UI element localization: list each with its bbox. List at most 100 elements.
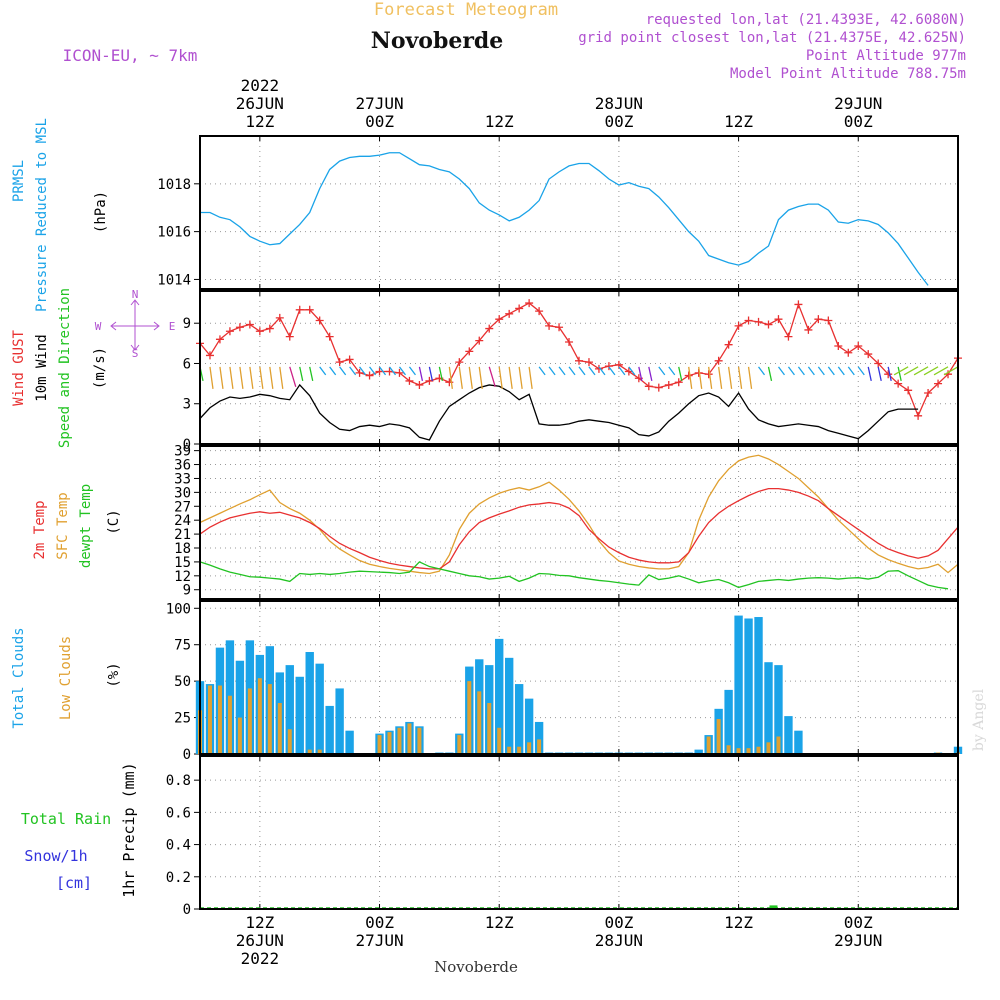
y-tick-label: 0.6 <box>166 805 191 821</box>
wind-direction-arrow <box>438 366 444 382</box>
wind-direction-arrow <box>887 366 892 382</box>
wind-10m-label: 10m Wind <box>34 334 50 401</box>
time-label-bottom: 27JUN <box>355 931 403 950</box>
time-label-bottom: 12Z <box>724 913 753 932</box>
wind-direction-arrow <box>737 366 743 389</box>
wind-direction-arrow <box>568 366 576 376</box>
temp-sfc-label: SFC Temp <box>55 492 71 559</box>
y-tick-label: 3 <box>183 397 191 413</box>
total-cloud-bar <box>754 617 763 754</box>
time-label-top: 00Z <box>604 112 633 131</box>
time-label-bottom: 28JUN <box>595 931 643 950</box>
low-cloud-bar <box>287 729 292 754</box>
model-altitude: Model Point Altitude 788.75m <box>730 66 966 82</box>
wind-direction-arrow <box>668 366 676 376</box>
wind-direction-arrow <box>239 366 244 389</box>
pressure-label-2: Pressure Reduced to MSL <box>34 118 50 312</box>
wind-direction-arrow <box>608 366 616 376</box>
y-tick-label: 100 <box>166 601 191 617</box>
low-cloud-bar <box>237 717 242 754</box>
total-cloud-bar <box>724 689 733 754</box>
wind-gust-marker <box>295 305 304 314</box>
wind-gust-marker <box>325 332 334 341</box>
panel-frame <box>199 290 959 445</box>
wind-gust-marker <box>385 367 394 376</box>
total-cloud-bar <box>235 660 245 754</box>
wind-direction-arrow <box>269 366 274 389</box>
low-cloud-bar <box>716 719 721 754</box>
wind-gust-marker <box>365 371 374 380</box>
wind-direction-arrow <box>943 366 959 376</box>
low-cloud-bar <box>756 746 761 754</box>
time-label-top: 00Z <box>844 112 873 131</box>
time-label-top: 12Z <box>485 112 514 131</box>
low-cloud-bar <box>497 727 502 754</box>
y-tick-label: 9 <box>183 583 191 599</box>
time-label-bottom: 26JUN <box>236 931 284 950</box>
wind-direction-arrow <box>229 366 234 389</box>
total-cloud-bar <box>784 716 793 754</box>
wind-direction-arrow <box>638 366 643 382</box>
clouds-unit: (%) <box>106 662 122 687</box>
wind-direction-arrow <box>359 366 367 376</box>
wind-direction-arrow <box>727 366 733 389</box>
y-tick-label: 0.4 <box>166 838 191 854</box>
low-cloud-bar <box>317 749 322 754</box>
wind-direction-arrow <box>758 366 766 376</box>
low-cloud-bar <box>487 703 492 754</box>
total-cloud-bar <box>744 618 753 754</box>
y-tick-label: 9 <box>183 316 191 332</box>
wind-direction-arrow <box>767 366 773 382</box>
wind-gust-marker <box>415 380 424 389</box>
wind-gust-marker <box>764 320 773 329</box>
wind-direction-arrow <box>648 366 653 382</box>
low-cloud-bar <box>776 736 781 754</box>
rain-bar <box>769 905 778 909</box>
wind-gust-marker <box>804 325 813 334</box>
wind-direction-arrow <box>698 366 703 389</box>
wind-gust-marker <box>794 300 803 309</box>
wind-direction-arrow <box>598 366 606 376</box>
wind-gust-marker <box>684 371 693 380</box>
temp-unit: (C) <box>106 509 122 534</box>
total-cloud-bar <box>285 665 294 754</box>
wind-gust-label: Wind GUST <box>11 330 27 406</box>
wind-direction-arrow <box>299 366 304 382</box>
y-tick-label: 0.8 <box>166 773 191 789</box>
total-cloud-bar <box>764 662 773 754</box>
low-cloud-bar <box>407 723 412 754</box>
time-label-top: 27JUN <box>355 94 403 113</box>
wind-gust-marker <box>495 315 504 324</box>
compass-n: N <box>132 288 139 301</box>
wind-direction-arrow <box>777 366 785 376</box>
low-cloud-bar <box>387 732 392 754</box>
wind-direction-arrow <box>548 366 556 376</box>
wind-direction-arrow <box>807 366 815 376</box>
temperature-panel: 2m Temp SFC Temp dewpt Temp (C) <box>32 484 122 568</box>
y-tick-label: 0.2 <box>166 870 191 886</box>
wind-gust-marker <box>235 323 244 332</box>
wind-direction-arrow <box>847 366 855 376</box>
low-cloud-bar <box>517 746 522 754</box>
wind-gust-marker <box>674 378 683 387</box>
low-cloud-bar <box>377 735 382 754</box>
compass-s: S <box>132 347 139 360</box>
super-title: Forecast Meteogram <box>374 0 558 20</box>
wind-dir-label: Speed and Direction <box>57 288 73 448</box>
wind-gust-marker <box>395 368 404 377</box>
wind-direction-arrow <box>558 366 566 376</box>
low-cloud-bar <box>746 748 751 754</box>
time-label-top: 26JUN <box>236 94 284 113</box>
precip-ylabel: 1hr Precip (mm) <box>120 762 138 897</box>
wind-gust-marker <box>874 359 883 368</box>
low-cloud-bar <box>307 749 312 754</box>
wind-direction-arrow <box>398 366 406 376</box>
time-label-bottom: 00Z <box>844 913 873 932</box>
wind-gust-marker <box>924 389 933 397</box>
grid-lines <box>200 136 958 910</box>
panel-frames <box>199 135 959 910</box>
wind-gust-marker <box>265 324 274 333</box>
total-cloud-bar <box>335 688 344 754</box>
total-cloud-bar <box>774 665 783 754</box>
